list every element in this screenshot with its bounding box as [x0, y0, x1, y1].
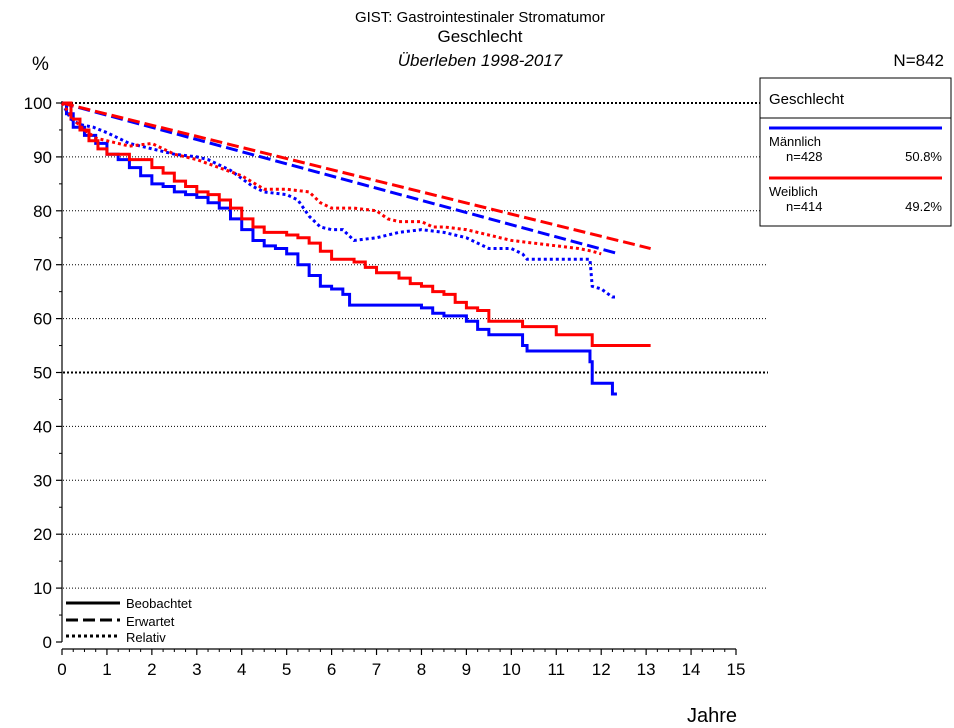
group-legend-frame — [759, 77, 952, 227]
x-tick-label-1: 1 — [102, 660, 111, 679]
y-tick-label-80: 80 — [33, 202, 52, 221]
y-tick-label-20: 20 — [33, 525, 52, 544]
x-tick-label-6: 6 — [327, 660, 336, 679]
chart-title: GIST: Gastrointestinaler Stromatumor — [355, 9, 605, 26]
y-tick-label-60: 60 — [33, 310, 52, 329]
y-tick-label-90: 90 — [33, 148, 52, 167]
y-tick-label-0: 0 — [43, 633, 52, 652]
x-tick-label-7: 7 — [372, 660, 381, 679]
y-axis-label: % — [32, 54, 49, 75]
y-tick-label-70: 70 — [33, 256, 52, 275]
legend-maennlich-pct: 50.8% — [905, 149, 942, 164]
legend-relativ-label: Relativ — [126, 630, 166, 645]
group-legend: Geschlecht Männlich n=428 50.8% Weiblich… — [759, 77, 952, 227]
legend-weiblich-n: n=414 — [786, 199, 823, 214]
series-weiblich-relativ — [60, 102, 602, 256]
y-tick-label-30: 30 — [33, 471, 52, 490]
chart-subtitle-period: Überleben 1998-2017 — [398, 51, 563, 70]
x-tick-label-0: 0 — [57, 660, 66, 679]
x-tick-label-13: 13 — [637, 660, 656, 679]
legend-weiblich-pct: 49.2% — [905, 199, 942, 214]
gridlines — [63, 102, 768, 589]
x-tick-label-15: 15 — [727, 660, 746, 679]
y-tick-label-40: 40 — [33, 417, 52, 436]
x-tick-label-10: 10 — [502, 660, 521, 679]
legend-beobachtet-label: Beobachtet — [126, 596, 192, 611]
series-maennlich-relativ — [60, 102, 617, 299]
x-tick-label-4: 4 — [237, 660, 246, 679]
x-tick-label-2: 2 — [147, 660, 156, 679]
x-tick-label-11: 11 — [547, 660, 565, 679]
x-tick-label-5: 5 — [282, 660, 291, 679]
series-weiblich-beobachtet — [62, 101, 651, 348]
x-tick-label-3: 3 — [192, 660, 201, 679]
line-style-legend: Beobachtet Erwartet Relativ — [66, 596, 192, 645]
y-tick-label-100: 100 — [24, 94, 52, 113]
x-axis-label: Jahre — [687, 705, 737, 727]
chart-subtitle: Geschlecht — [437, 27, 522, 46]
n-total: N=842 — [893, 51, 944, 70]
y-ticks: 0 10 20 30 40 50 60 70 80 90 100 — [24, 94, 62, 652]
x-tick-label-14: 14 — [682, 660, 701, 679]
x-tick-label-12: 12 — [592, 660, 611, 679]
series-maennlich-erwartet — [61, 101, 620, 256]
series-lines — [60, 101, 651, 396]
legend-erwartet-label: Erwartet — [126, 614, 175, 629]
y-tick-label-10: 10 — [33, 579, 52, 598]
x-ticks: 0 1 2 3 4 5 6 7 8 9 10 11 12 13 14 15 — [57, 649, 745, 679]
legend-weiblich-name: Weiblich — [769, 184, 818, 199]
y-tick-label-50: 50 — [33, 364, 52, 383]
legend-maennlich-n: n=428 — [786, 149, 823, 164]
legend-maennlich-name: Männlich — [769, 134, 821, 149]
group-legend-title: Geschlecht — [769, 91, 845, 108]
x-tick-label-8: 8 — [417, 660, 426, 679]
x-tick-label-9: 9 — [462, 660, 471, 679]
series-maennlich-beobachtet — [62, 101, 617, 396]
